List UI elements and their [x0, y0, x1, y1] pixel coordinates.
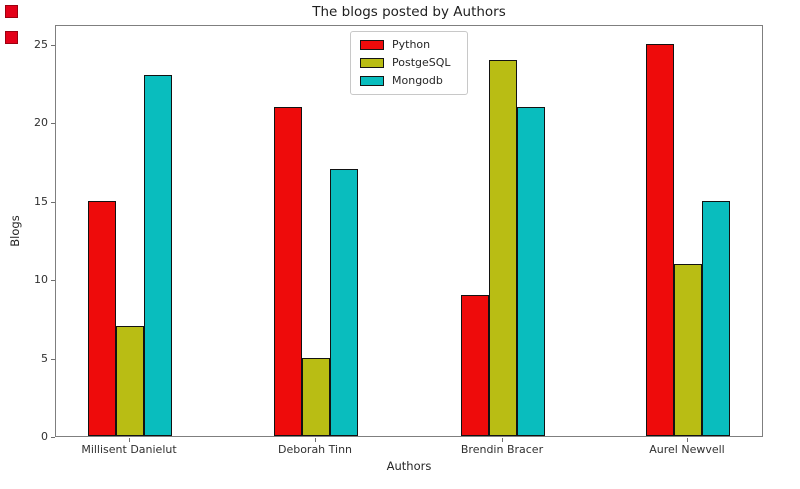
bar-postgesql-4 — [674, 264, 702, 436]
legend: Python PostgeSQL Mongodb — [350, 31, 468, 95]
legend-item: PostgeSQL — [360, 57, 458, 69]
y-tick-mark — [51, 123, 55, 125]
bar-mongodb-2 — [330, 169, 358, 436]
legend-label: Mongodb — [392, 74, 443, 87]
x-category-label: Deborah Tinn — [277, 443, 353, 456]
y-tick-label: 10 — [34, 273, 48, 287]
x-tick-mark — [129, 438, 130, 442]
mongodb-swatch-icon — [360, 76, 384, 86]
bar-python-4 — [646, 44, 674, 436]
y-tick-mark — [51, 437, 55, 438]
python-swatch-icon — [360, 40, 384, 50]
red-square-artifact-icon — [5, 31, 18, 44]
x-category-label: Millisent Danielut — [81, 443, 177, 456]
bar-python-2 — [274, 107, 302, 436]
postgesql-swatch-icon — [360, 58, 384, 68]
x-tick-mark — [687, 438, 688, 442]
x-tick-mark — [502, 438, 503, 442]
y-tick-label: 20 — [34, 116, 48, 130]
bar-mongodb-4 — [702, 201, 730, 436]
legend-label: PostgeSQL — [392, 56, 451, 69]
y-tick-label: 15 — [34, 194, 48, 208]
legend-label: Python — [392, 38, 431, 51]
x-category-label: Brendin Bracer — [460, 443, 544, 456]
bar-mongodb-3 — [517, 107, 545, 436]
y-tick-mark — [51, 201, 55, 203]
bar-python-1 — [88, 201, 116, 436]
y-tick-label: 25 — [34, 38, 48, 51]
bar-postgesql-1 — [116, 326, 144, 436]
bar-postgesql-2 — [302, 358, 330, 436]
x-category-label: Aurel Newvell — [649, 443, 725, 456]
legend-item: Python — [360, 39, 458, 51]
y-tick-mark — [51, 45, 55, 46]
x-tick-mark — [315, 438, 316, 442]
x-axis-label: Authors — [386, 459, 432, 473]
y-tick-mark — [51, 358, 55, 360]
bar-postgesql-3 — [489, 60, 517, 436]
chart-title: The blogs posted by Authors — [312, 4, 506, 20]
legend-item: Mongodb — [360, 75, 458, 87]
y-tick-label: 5 — [41, 351, 48, 365]
bar-mongodb-1 — [144, 75, 172, 436]
bar-python-3 — [461, 295, 489, 436]
red-square-artifact-icon — [5, 5, 18, 18]
y-tick-mark — [51, 280, 55, 282]
y-tick-label: 0 — [41, 430, 48, 443]
